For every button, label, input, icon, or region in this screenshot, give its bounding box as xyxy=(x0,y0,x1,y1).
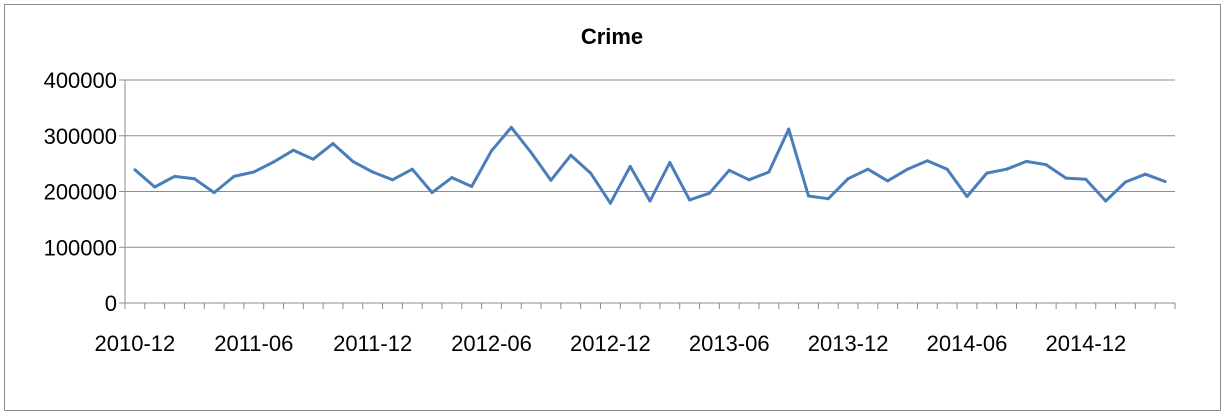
y-tick-label: 0 xyxy=(105,291,117,316)
data-point xyxy=(549,178,553,182)
x-tick-label: 2014-06 xyxy=(927,331,1008,356)
data-point xyxy=(470,184,474,188)
data-point xyxy=(866,167,870,171)
data-point xyxy=(628,164,632,168)
data-point xyxy=(232,174,236,178)
data-point xyxy=(886,179,890,183)
data-point xyxy=(252,170,256,174)
data-point xyxy=(1024,159,1028,163)
data-point xyxy=(1143,172,1147,176)
data-point xyxy=(311,157,315,161)
data-point xyxy=(608,201,612,205)
x-tick-label: 2012-12 xyxy=(570,331,651,356)
data-point xyxy=(410,167,414,171)
y-tick-label: 200000 xyxy=(44,180,117,205)
x-tick-label: 2010-12 xyxy=(95,331,176,356)
data-point xyxy=(906,167,910,171)
data-point xyxy=(1064,176,1068,180)
data-point xyxy=(153,185,157,189)
series-layer xyxy=(133,125,1167,205)
data-point xyxy=(747,178,751,182)
data-point xyxy=(846,177,850,181)
data-point xyxy=(648,199,652,203)
data-point xyxy=(331,142,335,146)
data-point xyxy=(1044,163,1048,167)
data-point xyxy=(291,148,295,152)
data-point xyxy=(787,127,791,131)
data-point xyxy=(173,174,177,178)
data-point xyxy=(688,198,692,202)
x-tick-label: 2011-12 xyxy=(333,331,412,356)
data-point xyxy=(272,160,276,164)
data-point xyxy=(430,191,434,195)
chart-frame xyxy=(4,4,1221,411)
data-point xyxy=(490,149,494,153)
data-point xyxy=(985,171,989,175)
x-tick-label: 2014-12 xyxy=(1045,331,1126,356)
x-axis: 2010-12 2011-06 2011-12 2012-06 2012-12 2013-… xyxy=(95,80,1176,356)
data-point xyxy=(767,170,771,174)
data-point xyxy=(509,125,513,129)
data-point xyxy=(192,177,196,181)
chart-title: Crime xyxy=(581,24,643,49)
data-point xyxy=(1084,177,1088,181)
data-point xyxy=(450,176,454,180)
data-point xyxy=(390,178,394,182)
y-axis-ticks: 0 100000 200000 300000 400000 xyxy=(44,68,125,316)
y-tick-label: 400000 xyxy=(44,68,117,93)
data-point xyxy=(1123,180,1127,184)
data-point xyxy=(945,167,949,171)
data-point xyxy=(212,191,216,195)
data-point xyxy=(826,197,830,201)
data-point xyxy=(806,194,810,198)
data-point xyxy=(529,150,533,154)
y-tick-label: 300000 xyxy=(44,124,117,149)
x-tick-label: 2013-06 xyxy=(689,331,770,356)
data-point xyxy=(133,168,137,172)
x-tick-label: 2011-06 xyxy=(214,331,293,356)
data-point xyxy=(589,171,593,175)
data-point xyxy=(569,153,573,157)
data-point xyxy=(1163,179,1167,183)
x-tick-label: 2013-12 xyxy=(808,331,889,356)
data-point xyxy=(965,195,969,199)
data-point xyxy=(925,159,929,163)
data-point xyxy=(351,159,355,163)
data-point xyxy=(707,191,711,195)
x-tick-label: 2012-06 xyxy=(451,331,532,356)
data-point xyxy=(668,161,672,165)
data-point xyxy=(371,170,375,174)
data-point xyxy=(727,168,731,172)
y-tick-label: 100000 xyxy=(44,235,117,260)
data-point xyxy=(1005,167,1009,171)
gridlines xyxy=(125,79,1175,248)
data-point xyxy=(1104,199,1108,203)
